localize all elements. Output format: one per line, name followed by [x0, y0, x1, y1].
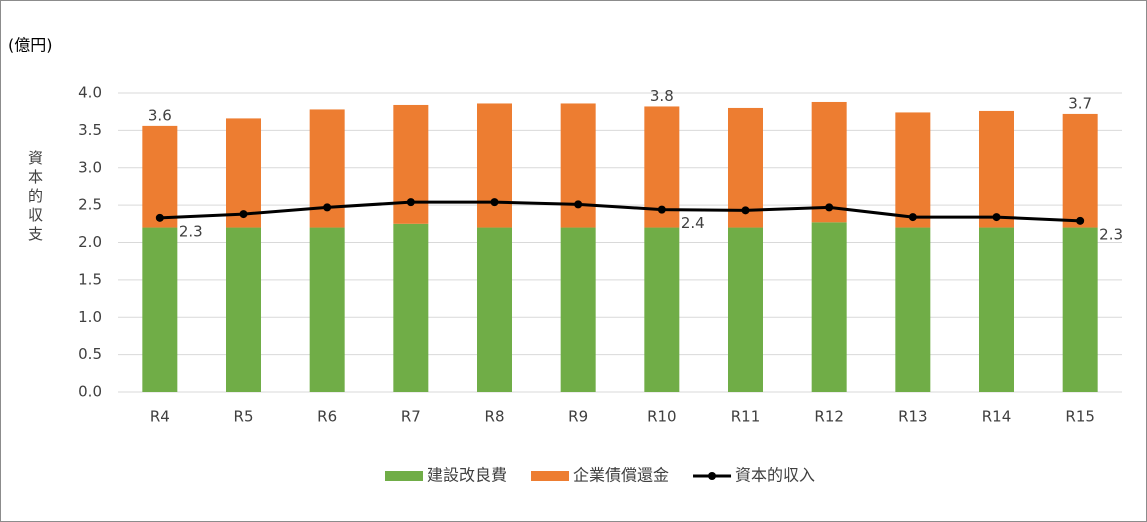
line-marker — [490, 198, 499, 207]
line-marker — [406, 198, 415, 207]
bar-segment — [811, 101, 847, 223]
line-marker — [1076, 216, 1085, 225]
line-marker — [155, 213, 164, 222]
total-label: 3.8 — [650, 87, 674, 105]
line-marker — [992, 213, 1001, 222]
bar-segment — [1062, 227, 1098, 392]
bar-segment — [979, 110, 1014, 228]
x-tick-label: R7 — [401, 408, 421, 426]
legend-swatch — [385, 471, 423, 481]
x-tick-label: R13 — [898, 408, 928, 426]
x-tick-label: R9 — [568, 408, 588, 426]
x-tick-label: R10 — [647, 408, 677, 426]
y-tick-label: 0.5 — [78, 345, 102, 363]
line-marker — [908, 213, 917, 222]
bar-segment — [477, 227, 512, 392]
bar-segment — [644, 227, 680, 392]
bar-segment — [477, 103, 512, 228]
x-tick-label: R6 — [317, 408, 337, 426]
y-tick-label: 0.0 — [78, 383, 102, 401]
line-marker — [741, 206, 750, 215]
total-label: 3.7 — [1068, 94, 1092, 112]
x-tick-label: R11 — [731, 408, 761, 426]
x-tick-label: R14 — [982, 408, 1012, 426]
y-tick-label: 4.0 — [78, 84, 102, 102]
y-axis-label: 資本的収支 — [26, 150, 44, 245]
line-marker — [574, 200, 583, 209]
y-tick-label: 3.5 — [78, 121, 102, 139]
bar-segment — [895, 112, 931, 228]
line-marker — [825, 203, 834, 212]
unit-label: (億円) — [8, 36, 53, 55]
y-tick-label: 1.0 — [78, 308, 102, 326]
bar-segment — [560, 227, 596, 392]
legend-swatch — [531, 471, 570, 481]
legend-label: 資本的収入 — [735, 466, 815, 485]
x-tick-label: R5 — [234, 408, 254, 426]
bar-segment — [728, 227, 763, 392]
legend-label: 建設改良費 — [427, 466, 507, 485]
bar-segment — [1062, 113, 1098, 228]
line-marker — [657, 205, 666, 214]
bar-segment — [811, 222, 847, 392]
y-tick-label: 2.5 — [78, 196, 102, 214]
legend-swatch — [708, 472, 717, 480]
y-tick-label: 1.5 — [78, 270, 102, 288]
x-tick-label: R8 — [485, 408, 505, 426]
data-label: 2.3 — [1099, 225, 1123, 243]
bar-segment — [895, 227, 931, 392]
x-tick-label: R15 — [1065, 408, 1095, 426]
data-label: 2.4 — [681, 214, 705, 232]
bar-segment — [309, 227, 345, 392]
line — [159, 200, 1081, 223]
line-marker — [239, 210, 248, 219]
bar-segment — [979, 227, 1014, 392]
y-tick-label: 2.0 — [78, 233, 102, 251]
total-label: 3.6 — [148, 106, 172, 124]
legend-label: 企業債償還金 — [573, 466, 669, 485]
bar-segment — [142, 227, 178, 392]
x-tick-label: R4 — [150, 408, 170, 426]
bar-segment — [560, 103, 596, 228]
bar-segment — [226, 118, 261, 228]
line-marker — [323, 203, 332, 212]
x-tick-label: R12 — [814, 408, 844, 426]
bar-segment — [226, 227, 261, 392]
bar-segment — [142, 125, 178, 228]
data-label: 2.3 — [179, 222, 203, 240]
bar-segment — [393, 223, 429, 392]
y-tick-label: 3.0 — [78, 158, 102, 176]
